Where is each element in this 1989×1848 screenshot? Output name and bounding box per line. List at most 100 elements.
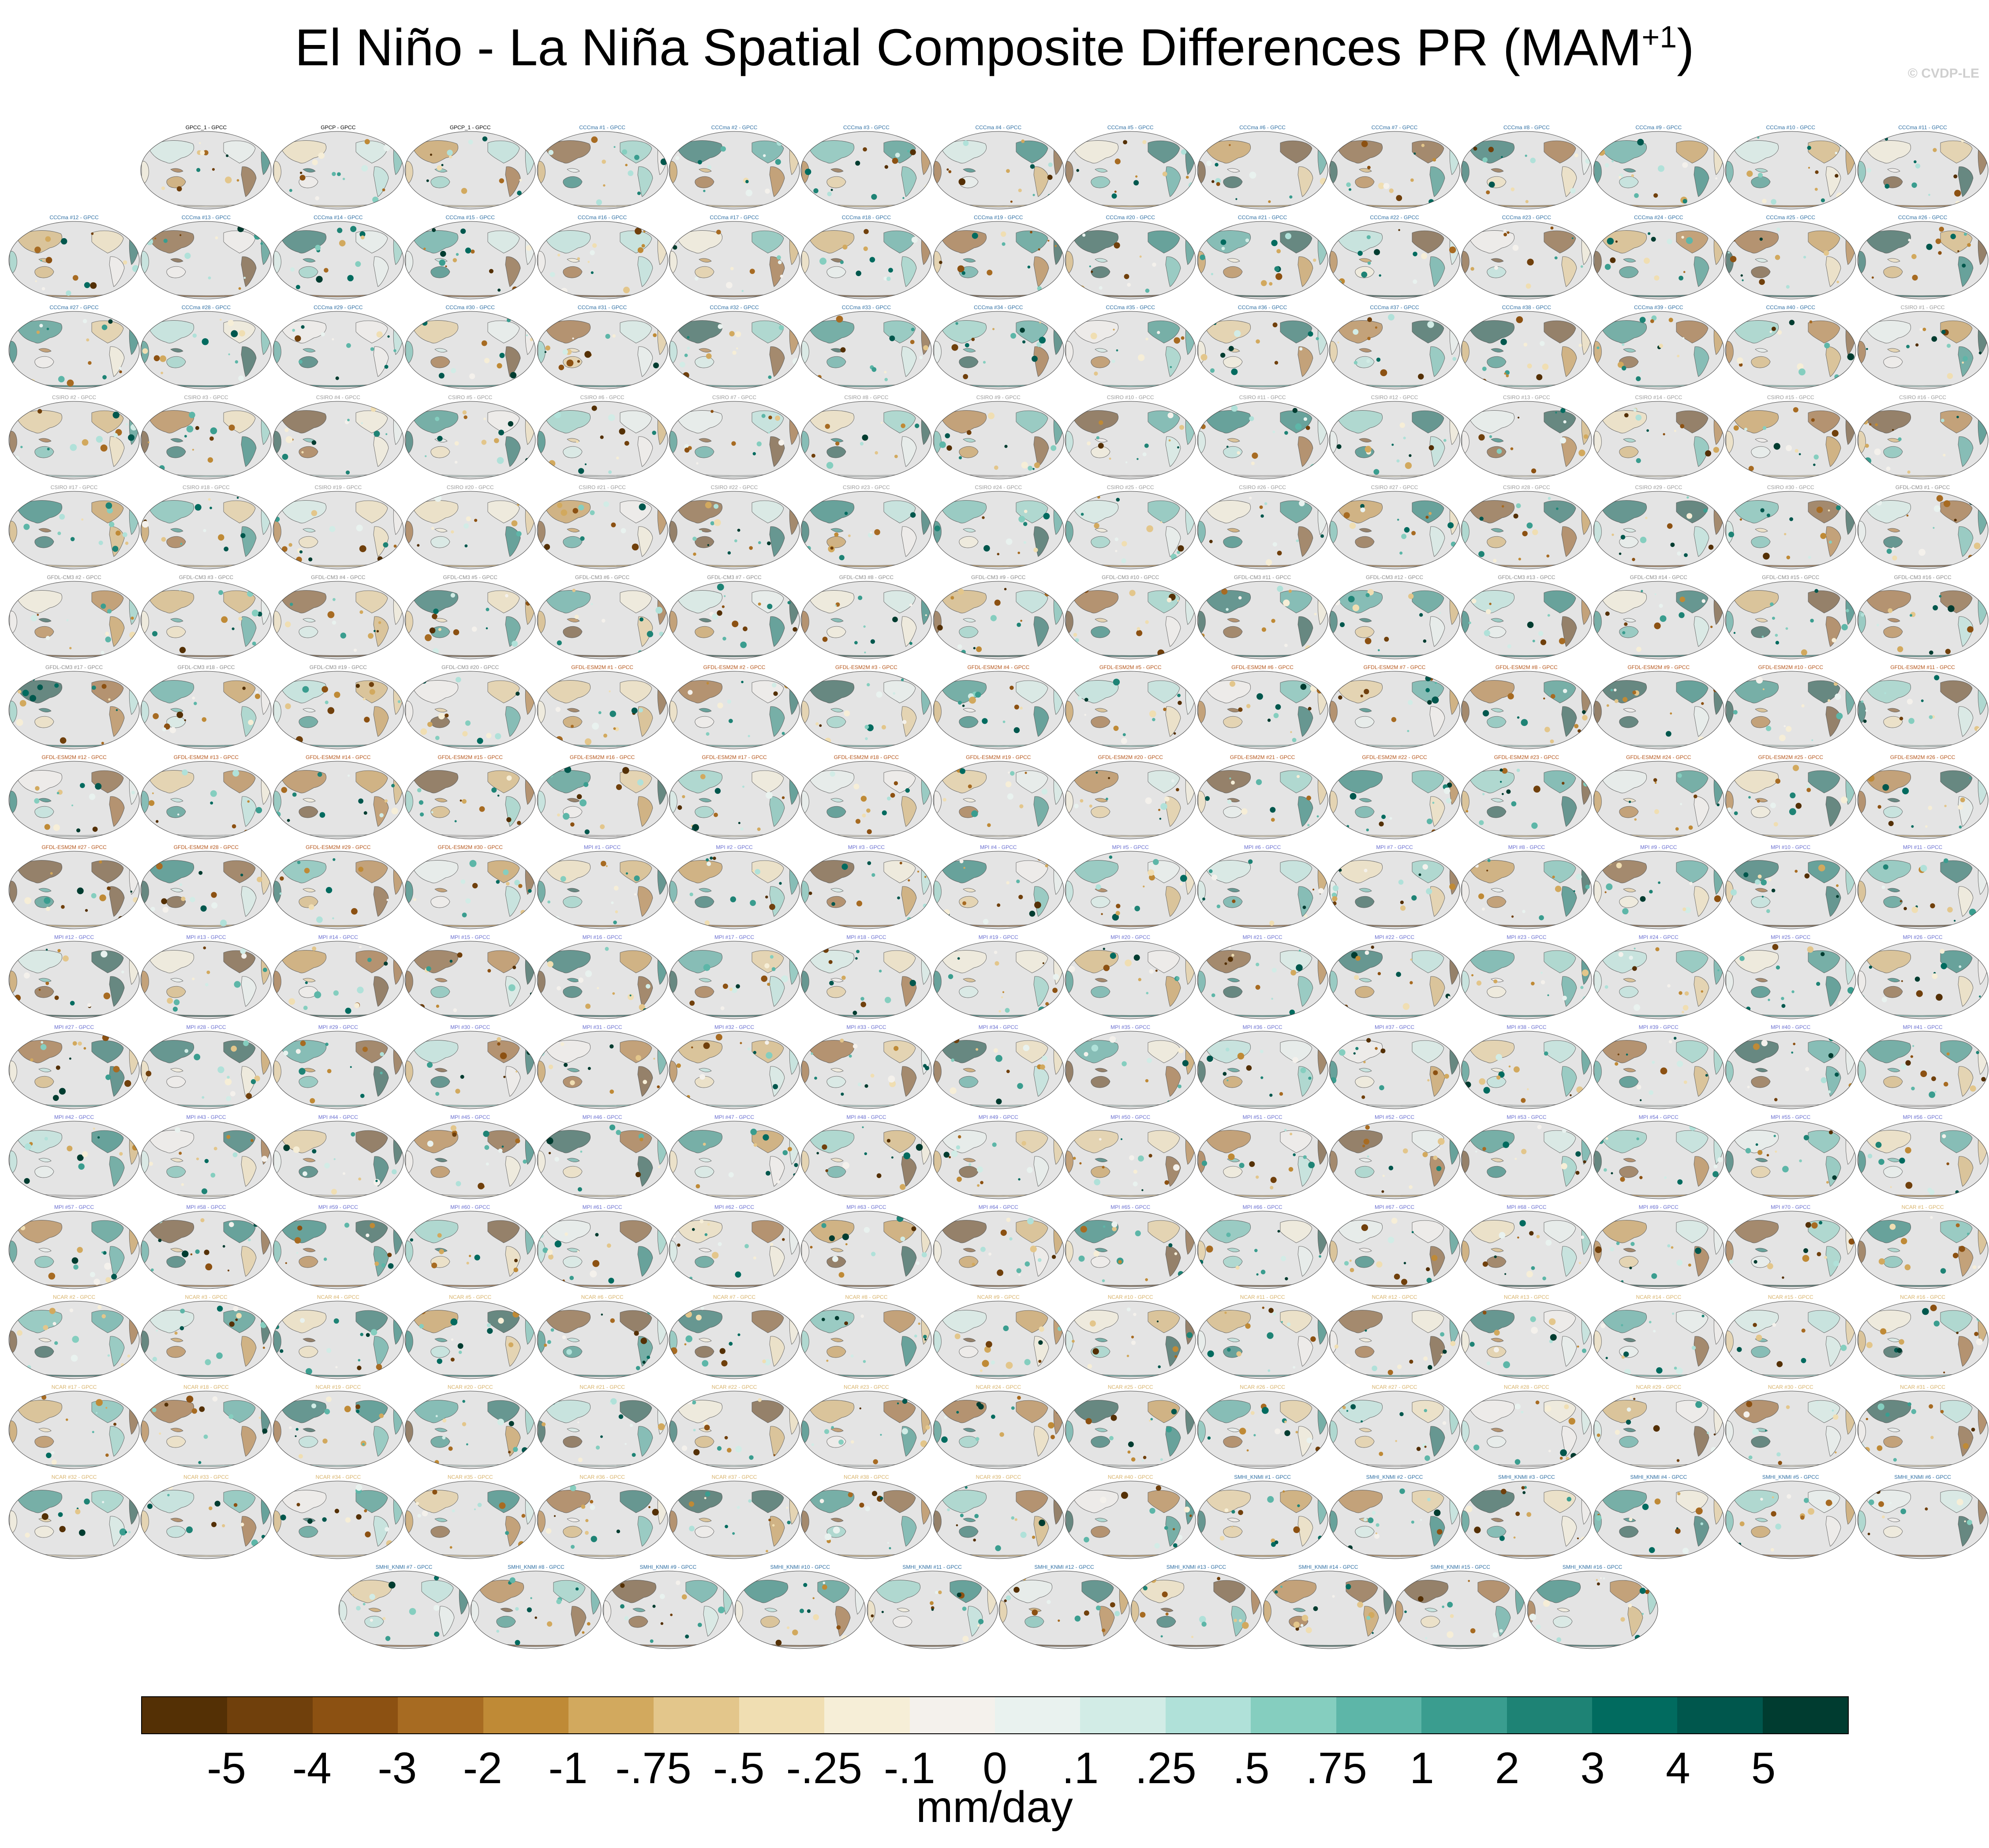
anomaly-cell xyxy=(741,681,744,684)
anomaly-cell xyxy=(722,636,726,641)
global-map xyxy=(404,671,536,749)
anomaly-cell xyxy=(1208,869,1213,873)
land-region xyxy=(1755,528,1768,533)
anomaly-cell xyxy=(658,919,665,925)
anomaly-cell xyxy=(305,981,308,984)
anomaly-cell xyxy=(1211,993,1215,997)
land-region xyxy=(1808,770,1840,793)
anomaly-cell xyxy=(1931,336,1937,342)
anomaly-cell xyxy=(1798,368,1806,376)
anomaly-cell xyxy=(1636,647,1641,652)
anomaly-cell xyxy=(1007,793,1013,800)
anomaly-cell xyxy=(591,405,597,411)
map-border xyxy=(1593,581,1724,659)
global-map xyxy=(1857,401,1989,479)
anomaly-cell xyxy=(1438,1147,1440,1150)
anomaly-cell xyxy=(631,707,638,714)
map-panel: CCCma #5 - GPCC xyxy=(1064,124,1196,213)
land-region xyxy=(1095,528,1108,533)
anomaly-cell xyxy=(1773,443,1780,450)
anomaly-cell xyxy=(1447,996,1451,999)
map-panel: CSIRO #2 - GPCC xyxy=(8,394,140,483)
anomaly-cell xyxy=(864,725,869,729)
anomaly-cell xyxy=(1138,354,1145,361)
anomaly-cell xyxy=(350,226,356,232)
anomaly-cell xyxy=(894,1046,899,1051)
panel-title: CCCma #17 - GPCC xyxy=(710,214,759,221)
panel-title: MPI #21 - GPCC xyxy=(1242,934,1282,940)
anomaly-cell xyxy=(52,1095,59,1101)
anomaly-cell xyxy=(1402,1003,1410,1010)
map-panel: GFDL-ESM2M #18 - GPCC xyxy=(800,754,932,842)
anomaly-cell xyxy=(1912,274,1918,281)
land-region xyxy=(751,770,784,793)
global-map xyxy=(8,761,140,839)
anomaly-cell xyxy=(359,610,363,614)
anomaly-cell xyxy=(57,949,61,953)
anomaly-cell xyxy=(363,811,367,815)
land-region xyxy=(1205,500,1251,524)
land-region xyxy=(1223,446,1243,458)
land-region xyxy=(566,798,580,803)
anomaly-cell xyxy=(627,170,633,176)
map-panel: GFDL-ESM2M #13 - GPCC xyxy=(140,754,272,842)
anomaly-cell xyxy=(195,426,200,430)
anomaly-cell xyxy=(254,377,261,384)
land-region xyxy=(1940,230,1973,254)
anomaly-cell xyxy=(1576,874,1582,880)
land-region xyxy=(166,536,186,548)
anomaly-cell xyxy=(294,335,301,342)
anomaly-cell xyxy=(841,864,848,870)
anomaly-cell xyxy=(579,799,587,807)
anomaly-cell xyxy=(902,197,905,199)
anomaly-cell xyxy=(655,606,662,614)
land-region xyxy=(1439,676,1448,681)
panel-title: GFDL-ESM2M #13 - GPCC xyxy=(173,754,239,760)
anomaly-cell xyxy=(958,588,964,595)
anomaly-cell xyxy=(1145,288,1150,293)
land-region xyxy=(1694,346,1709,377)
global-map xyxy=(1461,851,1592,929)
anomaly-cell xyxy=(924,497,929,501)
anomaly-cell xyxy=(112,546,119,552)
anomaly-cell xyxy=(1259,505,1263,509)
map-border xyxy=(537,581,668,659)
anomaly-cell xyxy=(605,334,610,339)
anomaly-cell xyxy=(805,917,811,922)
anomaly-cell xyxy=(1338,280,1342,284)
anomaly-cell xyxy=(359,231,366,237)
map-border xyxy=(1725,581,1856,659)
map-panel: CCCma #10 - GPCC xyxy=(1724,124,1857,213)
anomaly-cell xyxy=(856,950,860,954)
land-region xyxy=(1703,1036,1712,1041)
map-panel: MPI #53 - GPCC xyxy=(1460,1114,1593,1202)
map-border xyxy=(404,761,536,839)
map-panel: GFDL-CM3 #13 - GPCC xyxy=(1460,574,1593,662)
anomaly-cell xyxy=(1148,1154,1152,1158)
anomaly-cell xyxy=(649,587,654,593)
land-region xyxy=(38,348,52,353)
anomaly-cell xyxy=(1933,675,1939,681)
anomaly-cell xyxy=(1932,148,1937,152)
anomaly-cell xyxy=(105,502,112,509)
anomaly-cell xyxy=(1640,896,1646,902)
anomaly-cell xyxy=(714,519,721,526)
anomaly-cell xyxy=(1149,969,1154,974)
anomaly-cell xyxy=(417,1008,422,1013)
anomaly-cell xyxy=(1634,818,1637,821)
panel-title: GFDL-CM3 #1 - GPCC xyxy=(1895,484,1950,490)
anomaly-cell xyxy=(1626,1053,1628,1056)
land-region xyxy=(1694,526,1709,557)
anomaly-cell xyxy=(1170,366,1172,368)
anomaly-cell xyxy=(1373,469,1380,475)
anomaly-cell xyxy=(616,456,619,460)
anomaly-cell xyxy=(179,883,183,886)
anomaly-cell xyxy=(869,257,875,263)
anomaly-cell xyxy=(1929,650,1933,655)
land-region xyxy=(1755,348,1768,353)
land-region xyxy=(299,716,318,728)
anomaly-cell xyxy=(1617,362,1624,368)
land-region xyxy=(299,446,318,458)
anomaly-cell xyxy=(653,362,659,369)
anomaly-cell xyxy=(1249,416,1254,421)
